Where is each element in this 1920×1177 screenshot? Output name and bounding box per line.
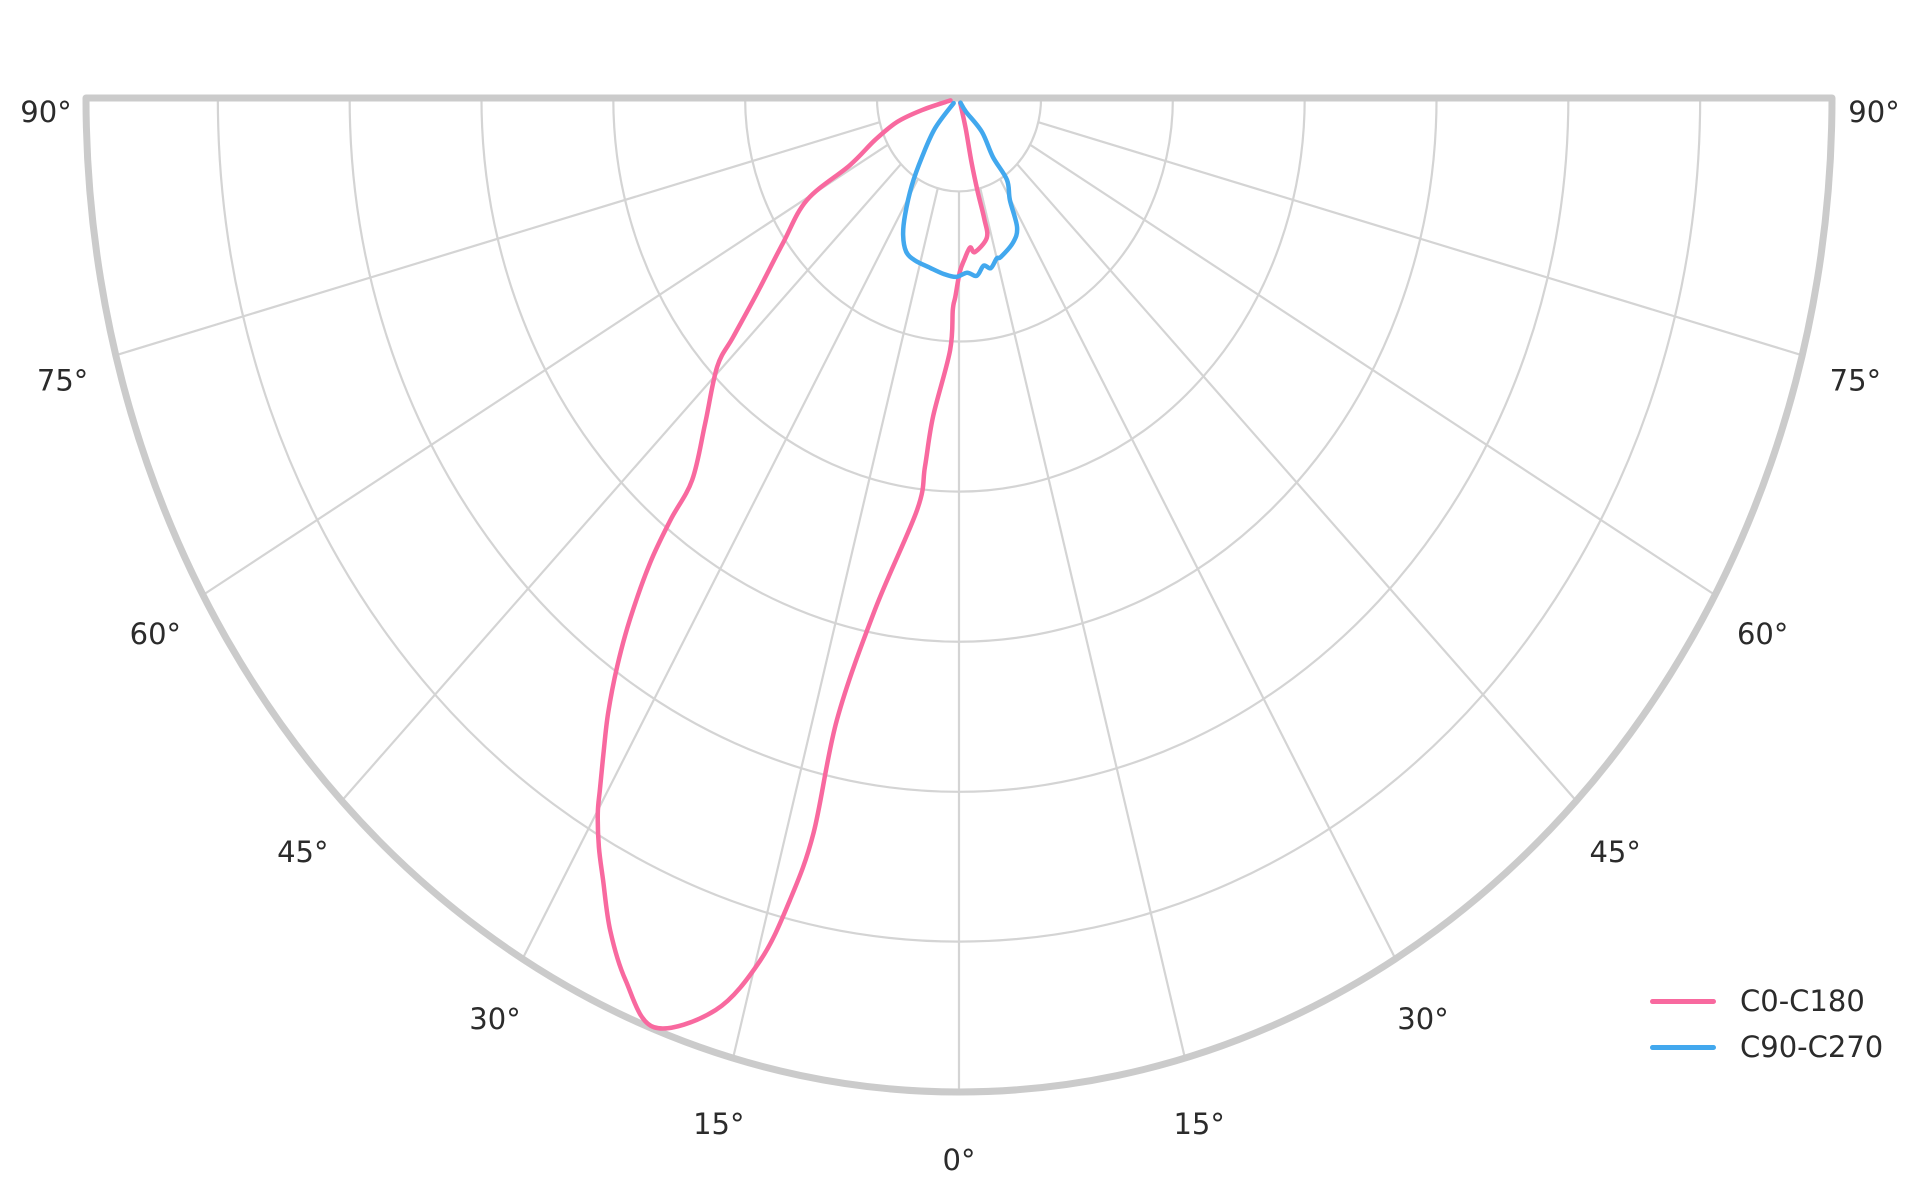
legend-line-c0-c180-swatch [1650, 998, 1716, 1004]
series-curve-c90-c270 [900, 100, 1020, 280]
angle-tick-label: 30° [469, 1002, 520, 1036]
grid-radial-line [999, 178, 1397, 960]
polar-boundary [82, 94, 1836, 1096]
grid-radial-line [1016, 163, 1578, 802]
angle-tick-label: 15° [1173, 1107, 1224, 1141]
grid-radial-line [202, 143, 889, 596]
legend-item-c90-c270: C90-C270 [1650, 1028, 1883, 1066]
legend-label-c90-c270: C90-C270 [1740, 1029, 1884, 1064]
angle-tick-label: 45° [1589, 835, 1640, 869]
grid-radial-line [1037, 121, 1803, 357]
legend-line-c90-c270-swatch [1650, 1044, 1716, 1050]
angle-tick-label: 45° [277, 835, 328, 869]
chart-legend: C0-C180 C90-C270 [1650, 982, 1883, 1066]
grid-radial-line [1029, 143, 1716, 596]
grid-radial-line [115, 121, 881, 357]
angle-tick-label: 0° [943, 1143, 976, 1177]
grid-radial-line [340, 163, 902, 802]
angle-tick-label: 90° [1848, 95, 1899, 129]
angle-tick-label: 60° [1737, 617, 1788, 651]
grid-radial-line [979, 188, 1187, 1059]
angle-tick-label: 75° [37, 363, 88, 397]
grid-ring [875, 97, 1043, 192]
series-curve-c0-c180 [595, 98, 990, 1031]
angle-tick-label: 30° [1397, 1002, 1448, 1036]
angle-tick-label: 60° [130, 617, 181, 651]
legend-label-c0-c180: C0-C180 [1740, 983, 1865, 1018]
angle-tick-label: 75° [1830, 363, 1881, 397]
angle-tick-label: 15° [693, 1107, 744, 1141]
grid-radial-line [521, 178, 919, 960]
legend-item-c0-c180: C0-C180 [1650, 982, 1883, 1020]
grid-radial-line [731, 188, 939, 1059]
angle-tick-label: 90° [20, 95, 71, 129]
